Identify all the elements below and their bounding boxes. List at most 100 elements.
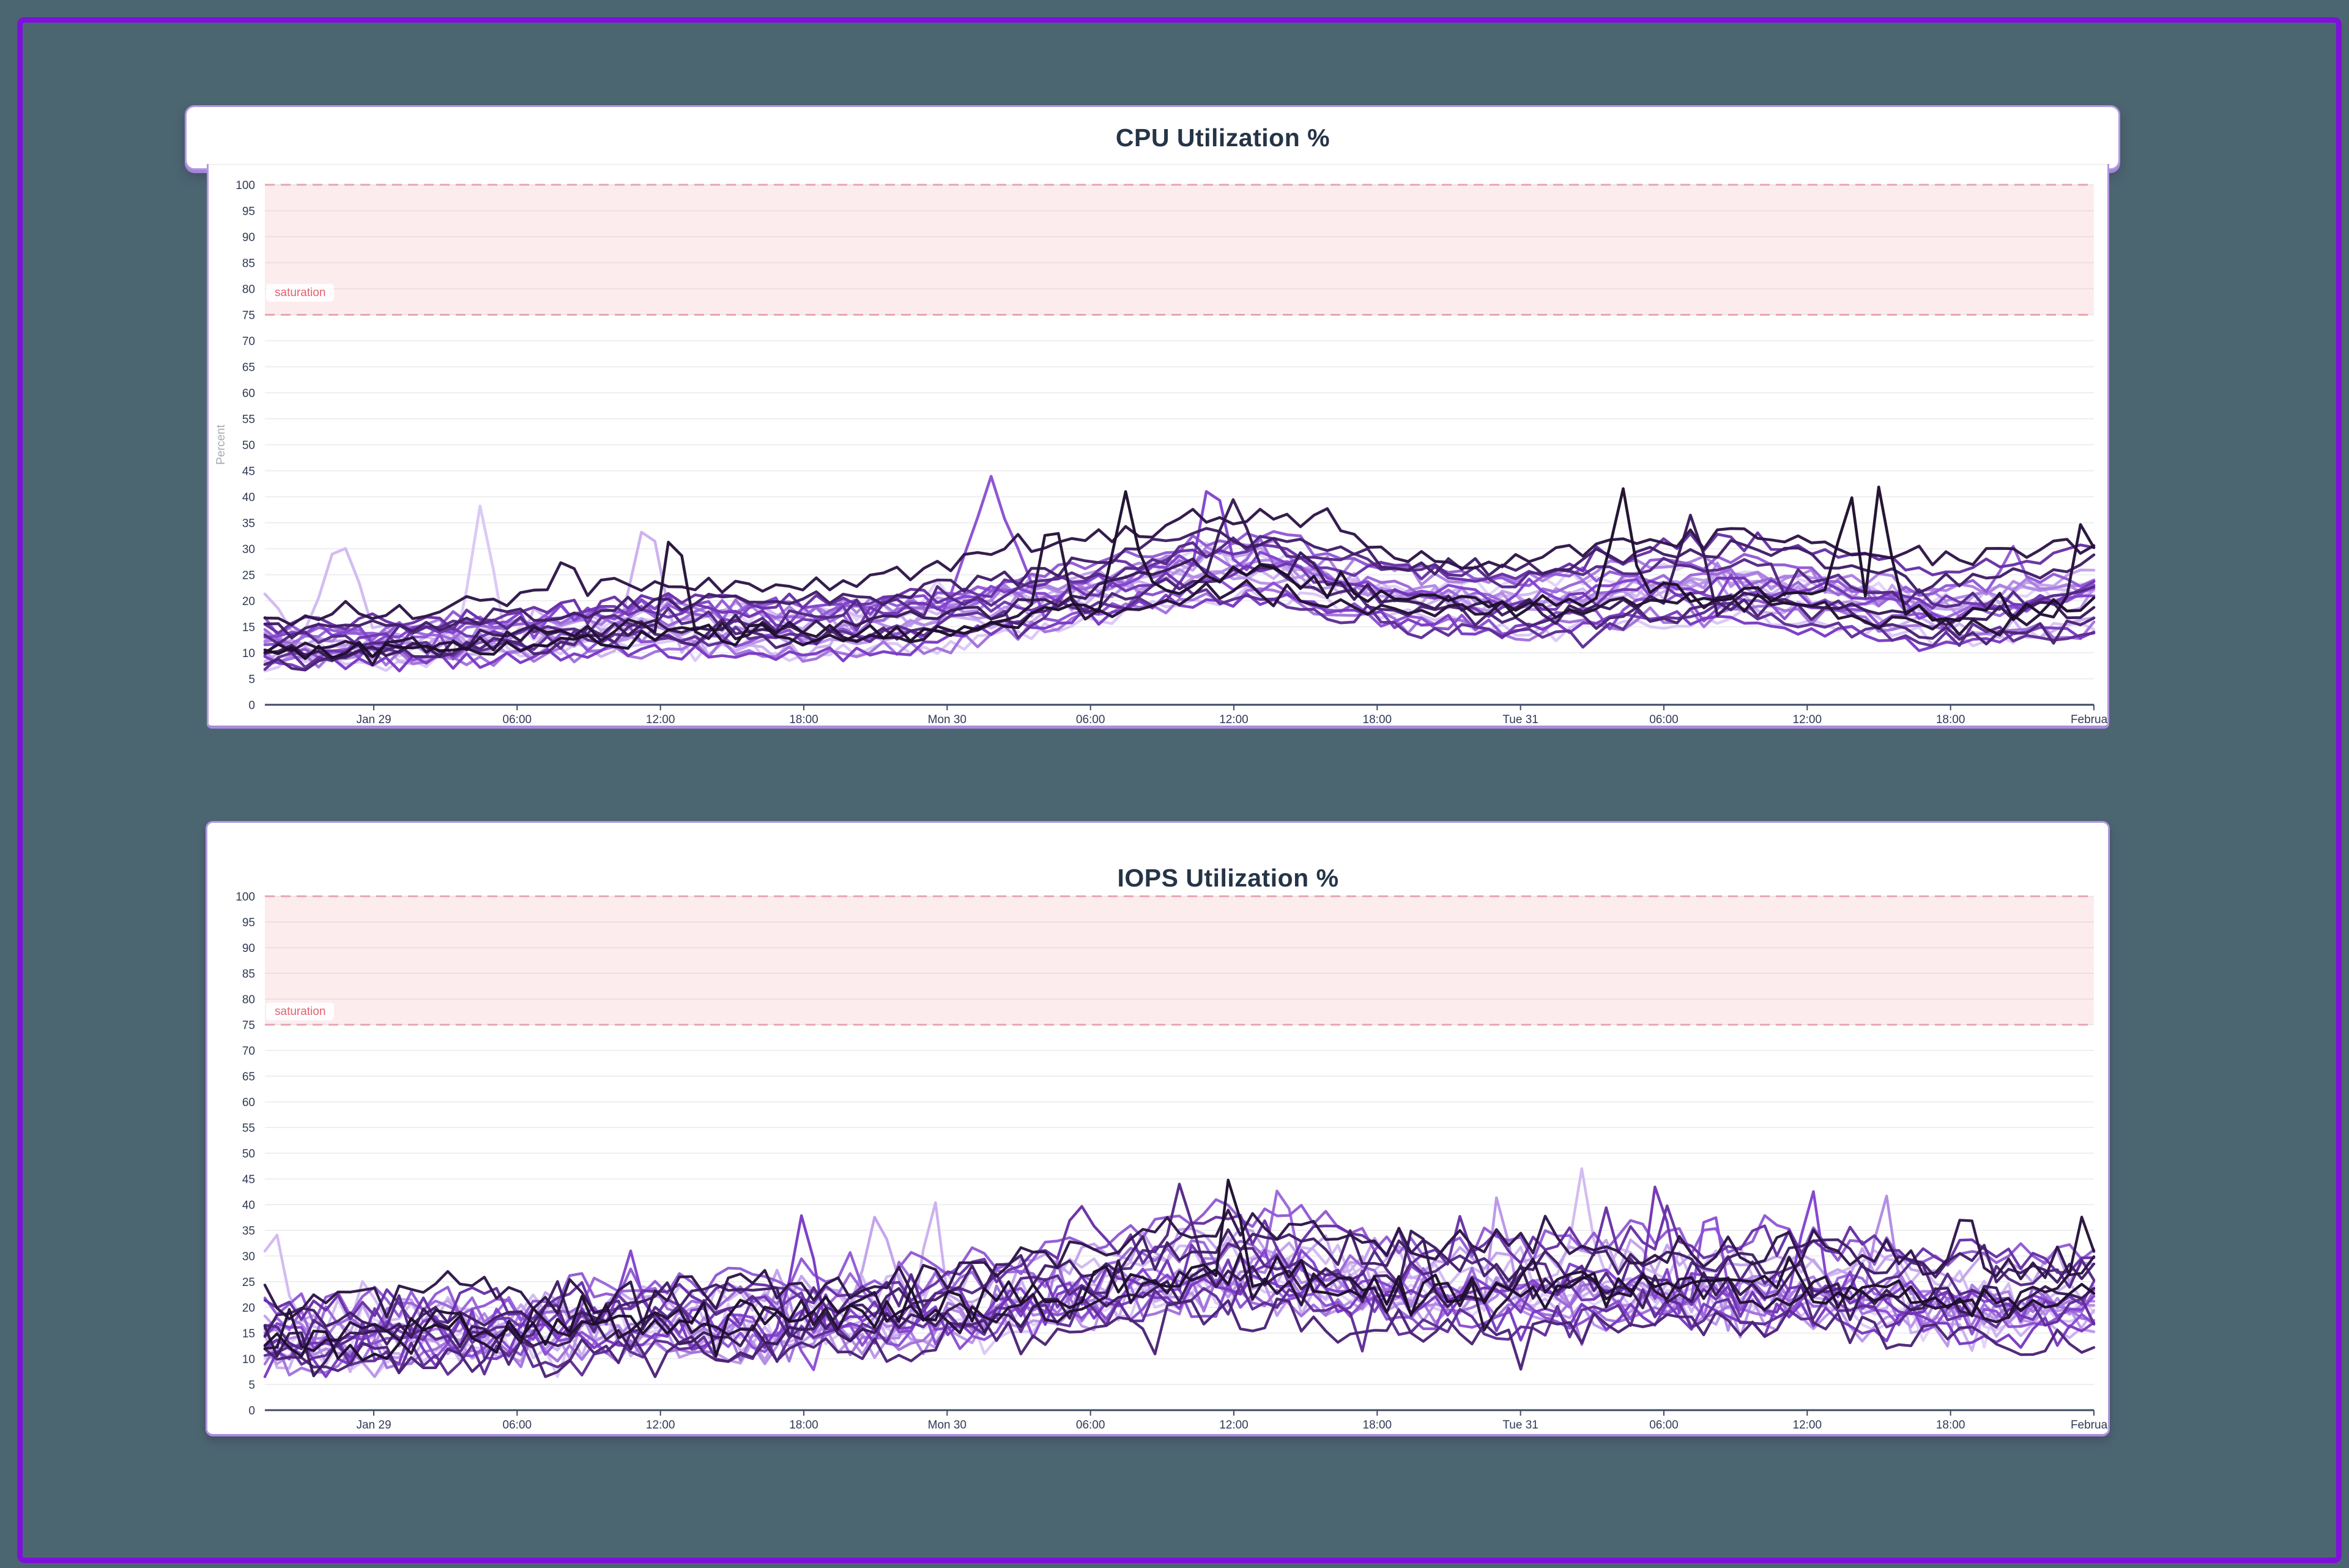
series-line	[263, 523, 2096, 667]
saturation-label: saturation	[266, 1003, 335, 1020]
iops-chart-plot: Jan 29 06:00 12:00 18:00 Mon 30 06:00 12:00 18:…	[236, 891, 2108, 1432]
x-axis-label: Tue 31	[1502, 1419, 1538, 1432]
x-axis-label: 12:00	[1793, 1419, 1822, 1432]
x-axis-label: 18:00	[789, 713, 818, 726]
saturation-label: saturation	[266, 284, 335, 302]
x-axis-label: 06:00	[1649, 713, 1679, 726]
y-axis-label: 60	[242, 1096, 255, 1109]
saturation-band	[265, 895, 2094, 1026]
iops-chart-card: IOPS Utilization % Jan 29 06:00 12:00 18:00…	[206, 821, 2110, 1436]
y-axis-label: 85	[242, 258, 255, 270]
y-axis-label: 90	[242, 231, 255, 244]
series-line	[263, 1228, 2096, 1346]
series-line	[263, 581, 2096, 671]
y-axis-label: 40	[242, 491, 255, 504]
x-axis-label: February	[2071, 1419, 2108, 1432]
y-axis-title: Percent	[215, 425, 228, 465]
series-line	[263, 1214, 2096, 1378]
series-lines	[263, 475, 2096, 673]
x-axis-label: 12:00	[646, 713, 675, 726]
cpu-chart-card: Jan 29 06:00 12:00 18:00 Mon 30 06:00 12:00 18:…	[207, 164, 2109, 729]
x-axis-label: 12:00	[1793, 713, 1822, 726]
x-axis-label: 18:00	[1363, 713, 1392, 726]
x-axis-label: 18:00	[1936, 713, 1965, 726]
y-axis-label: 55	[242, 1122, 255, 1135]
y-axis-label: 55	[242, 414, 255, 426]
y-axis-label: 45	[242, 466, 255, 478]
x-axis-label: 06:00	[1076, 1419, 1105, 1432]
series-line	[263, 535, 2096, 647]
y-axis-label: 60	[242, 387, 255, 400]
y-axis-label: 75	[242, 310, 255, 322]
y-axis-label: 100	[236, 179, 255, 192]
y-axis-label: 15	[242, 1328, 255, 1340]
series-line	[263, 1189, 2096, 1344]
y-axis-label: 80	[242, 283, 255, 296]
y-axis-label: 25	[242, 570, 255, 582]
saturation-band	[265, 184, 2094, 316]
x-axis-label: 06:00	[1076, 713, 1105, 726]
series-line	[263, 1204, 2096, 1325]
y-axis-label: 65	[242, 1071, 255, 1083]
y-axis-label: 95	[242, 206, 255, 218]
y-axis-label: 5	[248, 1379, 255, 1392]
y-axis-label: 45	[242, 1173, 255, 1186]
iops-chart-title: IOPS Utilization %	[1117, 864, 1339, 893]
x-axis-label: Jan 29	[356, 1419, 391, 1432]
y-axis-label: 5	[248, 674, 255, 686]
y-axis-labels: 0 5 10 15 20 25 30 35 40 45 50 55 60 65 70 75 80 85 90 95 10…	[236, 179, 255, 712]
x-axis-label: 12:00	[1219, 713, 1249, 726]
cpu-chart-title-card: CPU Utilization %	[185, 105, 2120, 170]
x-axis-label: 18:00	[789, 1419, 818, 1432]
y-axis-label: 25	[242, 1276, 255, 1289]
series-line	[263, 1208, 2096, 1326]
x-axis: Jan 29 06:00 12:00 18:00 Mon 30 06:00 12:00 18:…	[265, 1409, 2108, 1432]
y-axis-label: 0	[248, 699, 255, 712]
y-axis-label: 95	[242, 916, 255, 929]
y-axis-label: 70	[242, 1045, 255, 1058]
y-axis-label: 65	[242, 362, 255, 374]
cpu-chart-title: CPU Utilization %	[1115, 123, 1330, 152]
x-axis-label: Mon 30	[928, 1419, 967, 1432]
x-axis-label: 12:00	[1219, 1419, 1249, 1432]
y-axis-label: 20	[242, 1302, 255, 1315]
x-axis-label: Tue 31	[1502, 713, 1538, 726]
y-axis-label: 30	[242, 1250, 255, 1263]
x-axis-label: February	[2071, 713, 2107, 726]
x-axis-label: 18:00	[1363, 1419, 1392, 1432]
y-axis-label: 10	[242, 1353, 255, 1366]
series-line	[263, 507, 2096, 626]
y-axis-label: 75	[242, 1019, 255, 1032]
y-axis-label: 70	[242, 335, 255, 348]
y-axis-label: 50	[242, 1148, 255, 1161]
series-line	[263, 485, 2096, 660]
y-axis-label: 10	[242, 647, 255, 660]
y-axis-labels: 0 5 10 15 20 25 30 35 40 45 50 55 60 65 70 75 80 85 90 95 10…	[236, 891, 255, 1418]
x-axis-label: Mon 30	[928, 713, 967, 726]
series-line	[263, 1229, 2096, 1378]
y-axis-label: 30	[242, 543, 255, 556]
y-axis-label: 0	[248, 1405, 255, 1418]
series-line	[263, 566, 2096, 672]
y-axis-label: 80	[242, 994, 255, 1006]
x-axis-label: 06:00	[503, 713, 532, 726]
series-lines	[263, 1167, 2096, 1378]
x-axis-label: 18:00	[1936, 1419, 1965, 1432]
series-line	[263, 1178, 2096, 1362]
y-axis-label: 85	[242, 968, 255, 981]
x-axis: Jan 29 06:00 12:00 18:00 Mon 30 06:00 12:00 18:…	[265, 704, 2107, 726]
y-axis-label: 100	[236, 891, 255, 904]
x-axis-label: 06:00	[1649, 1419, 1679, 1432]
series-line	[263, 1216, 2096, 1355]
x-axis-label: 12:00	[646, 1419, 675, 1432]
x-axis-label: 06:00	[503, 1419, 532, 1432]
y-axis-label: 35	[242, 518, 255, 530]
series-line	[263, 1185, 2096, 1359]
x-axis-label: Jan 29	[356, 713, 391, 726]
y-axis-label: 20	[242, 595, 255, 608]
y-axis-label: 15	[242, 622, 255, 634]
series-line	[263, 1183, 2096, 1354]
y-axis-label: 90	[242, 942, 255, 955]
cpu-chart-plot: Jan 29 06:00 12:00 18:00 Mon 30 06:00 12:00 18:…	[215, 179, 2107, 726]
